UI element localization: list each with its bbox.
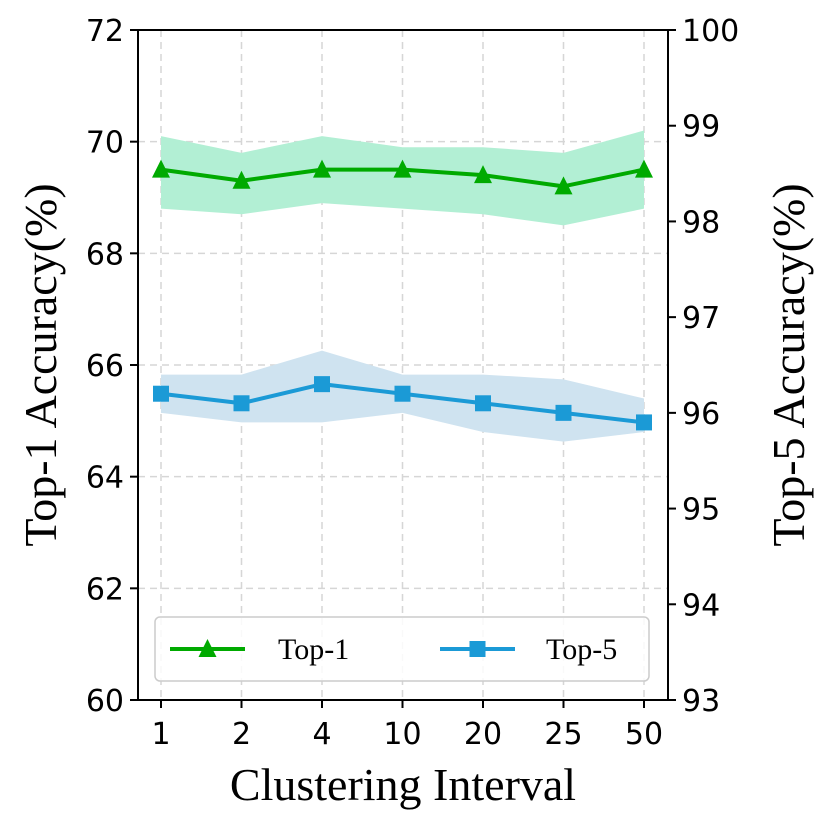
y-left-tick-label: 66: [86, 349, 124, 384]
y-left-tick-label: 64: [86, 461, 124, 496]
y-right-tick-label: 95: [682, 493, 720, 528]
top5-point: [636, 414, 652, 431]
legend-top1-label: Top-1: [278, 633, 349, 666]
y-right-tick-label: 97: [682, 301, 720, 336]
x-tick-label: 10: [383, 717, 421, 752]
top1-point: [152, 159, 170, 178]
x-tick-label: 1: [151, 717, 170, 752]
legend-top5-marker: [469, 641, 486, 657]
top5-point: [475, 395, 491, 412]
top1-point: [554, 176, 573, 195]
y-left-tick-label: 60: [86, 684, 124, 719]
legend-top1-marker: [198, 639, 217, 657]
y-right-tick-label: 94: [682, 588, 720, 623]
y-left-tick-label: 72: [86, 14, 124, 49]
y-axis-left-title: Top-1 Accuracy(%): [15, 183, 66, 546]
x-tick-label: 2: [232, 717, 251, 752]
y-right-tick-label: 93: [682, 684, 720, 719]
top5-point: [314, 376, 330, 393]
grid: [138, 29, 668, 701]
top5-point: [233, 395, 250, 412]
top5-point: [394, 385, 411, 402]
x-tick-label: 4: [312, 717, 331, 752]
y-right-tick-label: 99: [682, 110, 720, 145]
top1-point: [635, 159, 653, 178]
y-right-tick-label: 100: [682, 14, 739, 49]
y-right-tick-label: 96: [682, 397, 720, 432]
x-tick-label: 50: [625, 717, 663, 752]
y-right-tick-label: 98: [682, 205, 720, 240]
y-axis-right-title: Top-5 Accuracy(%): [763, 183, 814, 546]
top1-point: [313, 159, 331, 178]
y-left-tick-label: 70: [86, 126, 124, 161]
y-left-tick-label: 68: [86, 237, 124, 272]
top1-point: [232, 170, 251, 189]
x-axis-title: Clustering Interval: [230, 759, 576, 810]
top1-point: [474, 165, 492, 184]
top1-band: [161, 130, 644, 226]
x-tick-label: 20: [464, 717, 502, 752]
top1-point: [393, 159, 412, 178]
legend-box: [154, 616, 650, 682]
axes: 1 2 4 10 20 25 50 60 62 64 66 68 70 72 93 94 95 96 97 98 99 1…: [86, 14, 739, 752]
legend: Top-1 Top-5: [154, 616, 650, 682]
legend-top5-label: Top-5: [546, 633, 617, 666]
y-left-tick-label: 62: [86, 572, 124, 607]
x-tick-label: 25: [544, 717, 582, 752]
top5-point: [555, 404, 572, 421]
top5-point: [153, 385, 169, 402]
series-markers: [152, 159, 653, 431]
